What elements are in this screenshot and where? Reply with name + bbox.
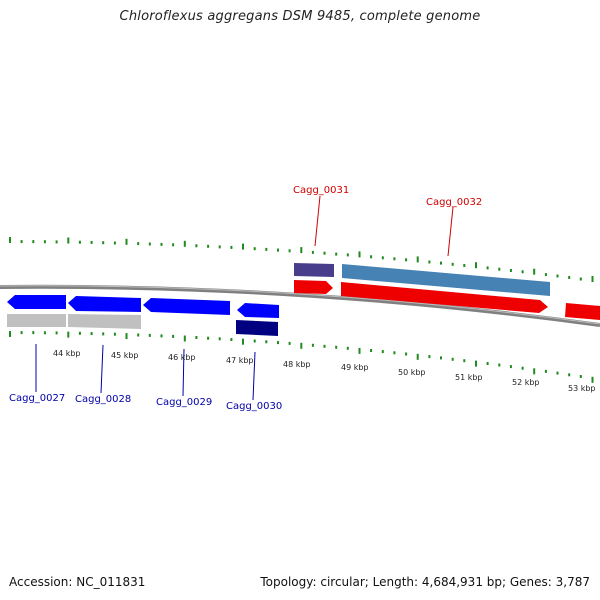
scale-label-48kbp: 48 kbp xyxy=(283,360,311,369)
bottom-tick-marks xyxy=(9,331,594,383)
gene-label-Cagg_0027[interactable]: Cagg_0027 xyxy=(9,393,65,404)
gene-label-lines xyxy=(35,195,454,401)
gene-Cagg_0031-cds-arrow[interactable] xyxy=(294,280,333,294)
gene-Cagg_0028-gene-bar[interactable] xyxy=(68,314,141,329)
scale-label-47kbp: 47 kbp xyxy=(226,356,254,365)
gene-label-Cagg_0032[interactable]: Cagg_0032 xyxy=(426,197,482,208)
gene-label-Cagg_0031[interactable]: Cagg_0031 xyxy=(293,185,349,196)
reverse-strand-features xyxy=(7,295,279,336)
scale-label-45kbp: 45 kbp xyxy=(111,351,139,360)
scale-label-52kbp: 52 kbp xyxy=(512,378,540,387)
accession-text: Accession: NC_011831 xyxy=(9,575,146,589)
gene-Cagg_0028-cds-arrow[interactable] xyxy=(68,296,141,312)
label-line-Cagg_0031 xyxy=(314,195,321,247)
scale-label-46kbp: 46 kbp xyxy=(168,353,196,362)
gene-Cagg_0027-cds-arrow[interactable] xyxy=(7,295,66,309)
gene-Cagg_0032-cds-arrow[interactable] xyxy=(341,282,548,313)
scale-label-51kbp: 51 kbp xyxy=(455,373,483,382)
genome-summary-text: Topology: circular; Length: 4,684,931 bp… xyxy=(260,575,590,589)
genome-title: Chloroflexus aggregans DSM 9485, complet… xyxy=(119,9,481,24)
scale-label-50kbp: 50 kbp xyxy=(398,368,426,377)
top-tick-marks xyxy=(9,237,594,282)
gene-Cagg_0030-gene-bar[interactable] xyxy=(236,320,278,336)
scale-label-49kbp: 49 kbp xyxy=(341,363,369,372)
genome-backbone-highlight xyxy=(0,285,600,325)
next-gene-cds-arrow[interactable] xyxy=(565,303,600,320)
scale-label-44kbp: 44 kbp xyxy=(53,349,81,358)
forward-strand-features xyxy=(294,263,600,320)
gene-label-Cagg_0029[interactable]: Cagg_0029 xyxy=(156,397,212,408)
gene-Cagg_0027-gene-bar[interactable] xyxy=(7,314,66,327)
scale-label-53kbp: 53 kbp xyxy=(568,384,596,393)
label-line-Cagg_0028 xyxy=(100,344,104,394)
label-line-Cagg_0030 xyxy=(252,351,256,401)
gene-Cagg_0032-gene-bar[interactable] xyxy=(342,264,550,296)
label-line-Cagg_0029 xyxy=(182,348,185,397)
gene-label-Cagg_0028[interactable]: Cagg_0028 xyxy=(75,394,131,405)
genome-backbone xyxy=(0,284,600,327)
label-line-Cagg_0032 xyxy=(447,206,454,257)
gene-Cagg_0031-gene-bar[interactable] xyxy=(294,263,334,277)
gene-label-Cagg_0030[interactable]: Cagg_0030 xyxy=(226,401,282,412)
gene-Cagg_0029-cds-arrow[interactable] xyxy=(143,298,230,315)
gene-Cagg_0030-cds-arrow[interactable] xyxy=(237,303,279,318)
